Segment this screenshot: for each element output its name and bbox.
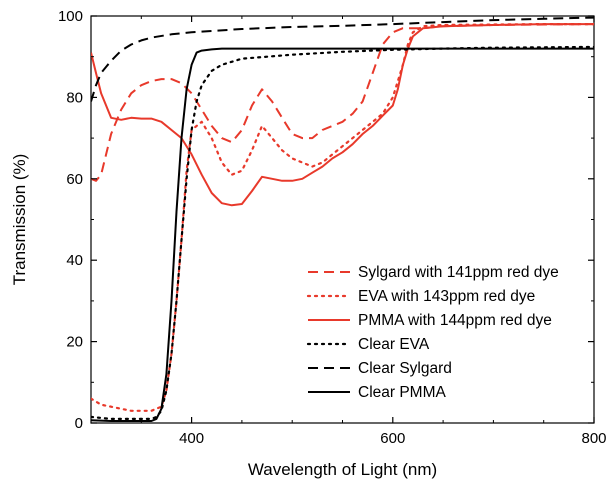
series-line-1 (91, 23, 594, 412)
y-tick-label: 80 (66, 89, 83, 106)
legend-label: PMMA with 144ppm red dye (358, 312, 552, 329)
series-line-2 (91, 23, 594, 207)
legend: Sylgard with 141ppm red dye EVA with 143p… (306, 264, 559, 401)
y-tick-label: 0 (75, 415, 83, 432)
legend-label: Sylgard with 141ppm red dye (358, 264, 559, 281)
legend-label: Clear PMMA (358, 384, 447, 401)
legend-label: EVA with 143ppm red dye (358, 288, 535, 305)
y-axis-ticks: 0 20 40 60 80 100 (58, 8, 594, 432)
series-line-5 (91, 47, 594, 422)
x-axis-ticks: 400 600 800 (140, 16, 607, 447)
x-tick-label: 400 (179, 430, 204, 447)
x-axis-title: Wavelength of Light (nm) (248, 460, 437, 479)
series-line-3 (91, 45, 594, 420)
series-line-0 (91, 23, 594, 182)
series-line-4 (91, 16, 594, 102)
x-tick-label: 600 (380, 430, 405, 447)
y-axis-title: Transmission (%) (10, 154, 29, 286)
x-tick-label: 800 (581, 430, 606, 447)
legend-label: Clear EVA (358, 336, 430, 353)
y-tick-label: 60 (66, 171, 83, 188)
plot-area: 400 600 800 0 20 40 60 80 100 (58, 8, 607, 447)
legend-label: Clear Sylgard (358, 360, 452, 377)
y-tick-label: 100 (58, 8, 83, 25)
series-layer (91, 16, 594, 422)
y-tick-label: 40 (66, 252, 83, 269)
y-tick-label: 20 (66, 334, 83, 351)
